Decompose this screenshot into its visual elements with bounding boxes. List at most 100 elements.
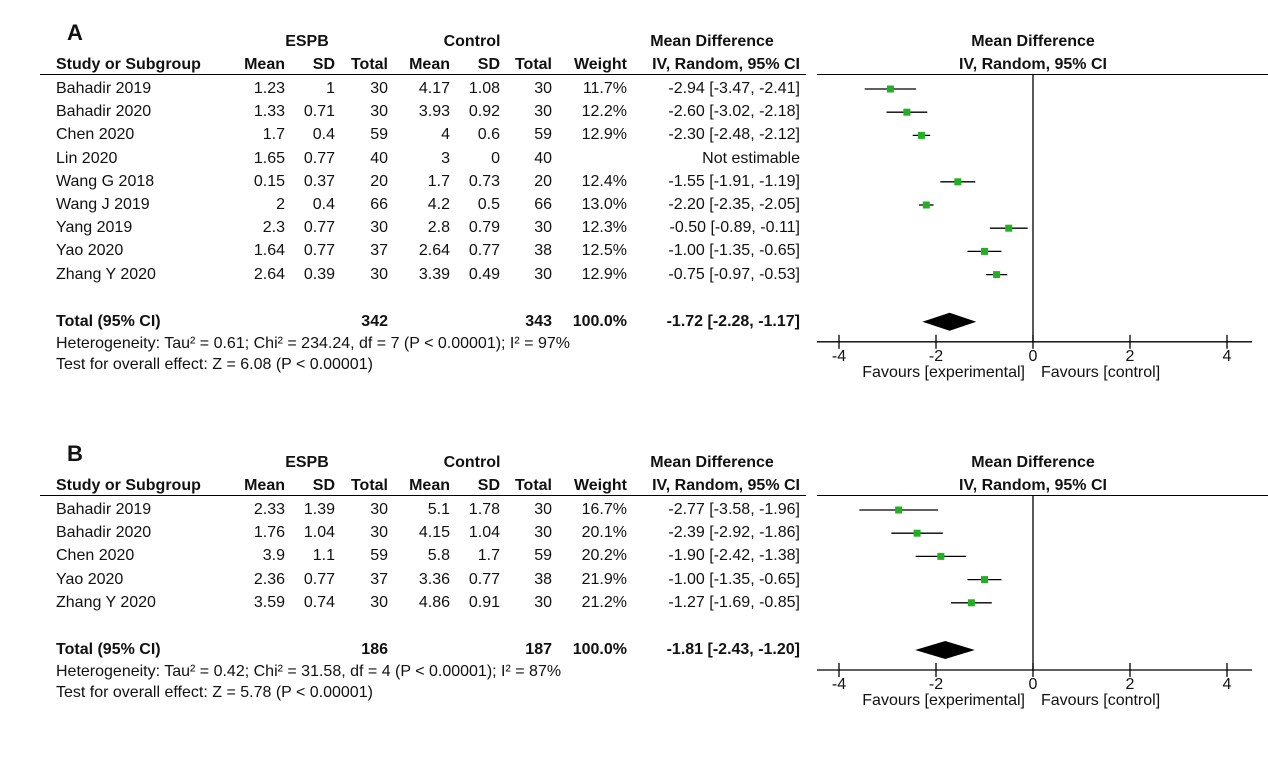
study-name: Zhang Y 2020 [56, 265, 156, 283]
study-c-total: 30 [534, 103, 552, 121]
study-weight: 21.2% [581, 593, 627, 611]
study-e-total: 40 [370, 149, 388, 167]
study-e-total: 30 [370, 501, 388, 518]
study-name: Yao 2020 [56, 570, 124, 588]
study-c-mean: 4 [441, 126, 450, 144]
study-c-sd: 0.77 [468, 242, 500, 260]
study-e-mean: 2.64 [253, 265, 285, 283]
study-c-sd: 0.6 [477, 126, 500, 144]
study-ci-text: -2.94 [-3.47, -2.41] [668, 80, 800, 97]
study-e-mean: 3.9 [262, 547, 285, 565]
total-ci: -1.81 [-2.43, -1.20] [666, 641, 800, 658]
group-header-experimental: ESPB [285, 33, 329, 50]
study-e-sd: 0.37 [303, 172, 335, 190]
x-tick-label: 4 [1223, 676, 1232, 693]
point-estimate-marker [922, 201, 930, 209]
x-tick-label: 2 [1126, 348, 1135, 365]
plot-subheader: IV, Random, 95% CI [959, 477, 1107, 494]
study-c-sd: 1.7 [477, 547, 500, 565]
x-tick-label: -2 [929, 676, 943, 693]
favours-left-label: Favours [experimental] [862, 692, 1025, 709]
study-name: Zhang Y 2020 [56, 593, 156, 611]
study-ci-text: -0.50 [-0.89, -0.11] [669, 219, 800, 237]
study-c-total: 30 [534, 265, 552, 283]
column-header-2: SD [312, 56, 335, 73]
study-e-total: 30 [370, 80, 388, 97]
study-ci-text: -2.60 [-3.02, -2.18] [668, 103, 800, 121]
study-c-total: 40 [534, 149, 552, 167]
pooled-effect-diamond [915, 641, 975, 659]
study-c-mean: 5.8 [427, 547, 450, 565]
study-e-mean: 1.76 [253, 524, 285, 542]
favours-right-label: Favours [control] [1041, 692, 1161, 709]
study-weight: 12.4% [581, 172, 627, 190]
study-c-sd: 0.79 [468, 219, 500, 237]
study-name: Bahadir 2020 [56, 524, 152, 542]
study-e-sd: 0.4 [312, 126, 335, 144]
study-name: Chen 2020 [56, 126, 135, 144]
study-c-mean: 3.36 [418, 570, 450, 588]
point-estimate-marker [954, 178, 962, 186]
study-e-mean: 3.59 [253, 593, 285, 611]
column-header-8: IV, Random, 95% CI [652, 477, 800, 494]
study-e-mean: 1.64 [253, 242, 285, 260]
study-c-mean: 3.39 [418, 265, 450, 283]
point-estimate-marker [937, 552, 945, 560]
total-label: Total (95% CI) [56, 312, 161, 330]
study-e-sd: 1.04 [303, 524, 335, 542]
study-ci-text: -2.20 [-2.35, -2.05] [668, 196, 800, 213]
study-e-mean: 2.3 [262, 219, 285, 237]
point-estimate-marker [895, 506, 903, 514]
header-rule-plot [817, 495, 1268, 496]
study-ci-text: -1.27 [-1.69, -0.85] [668, 593, 800, 611]
forest-plot-svg: -4 -2 0 2 4 [817, 74, 1252, 365]
total-c-total: 343 [525, 312, 552, 330]
study-e-sd: 0.4 [312, 196, 335, 213]
study-e-mean: 1.33 [253, 103, 285, 121]
column-header-1: Mean [244, 477, 285, 494]
panel-label: A [67, 20, 83, 45]
study-c-sd: 0.91 [468, 593, 500, 611]
forest-plot-svg: -4 -2 0 2 4 [817, 495, 1252, 693]
x-tick-label: 4 [1223, 348, 1232, 365]
study-c-sd: 1.08 [468, 80, 500, 97]
x-tick-label: 0 [1029, 348, 1038, 365]
study-c-sd: 0.77 [468, 570, 500, 588]
study-e-total: 30 [370, 524, 388, 542]
total-label: Total (95% CI) [56, 641, 161, 658]
group-header-control: Control [443, 33, 501, 50]
study-e-total: 30 [370, 103, 388, 121]
study-e-sd: 0.71 [303, 103, 335, 121]
total-weight: 100.0% [572, 312, 627, 330]
study-weight: 21.9% [581, 570, 627, 588]
x-tick-label: 2 [1126, 676, 1135, 693]
x-tick-label: -4 [832, 676, 846, 693]
point-estimate-marker [981, 247, 988, 255]
study-e-sd: 0.77 [303, 242, 335, 260]
study-weight: 16.7% [581, 501, 627, 518]
favours-left-label: Favours [experimental] [862, 363, 1025, 381]
study-e-sd: 0.77 [303, 149, 335, 167]
plot-header: Mean Difference [971, 33, 1095, 50]
study-c-total: 38 [534, 242, 552, 260]
study-e-sd: 0.77 [303, 570, 335, 588]
study-c-mean: 1.7 [427, 172, 450, 190]
column-header-study: Study or Subgroup [56, 56, 201, 73]
study-c-sd: 1.04 [468, 524, 500, 542]
study-weight: 11.7% [582, 80, 627, 97]
x-tick-label: 0 [1029, 676, 1038, 693]
point-estimate-marker [967, 599, 975, 607]
study-ci-text: -1.00 [-1.35, -0.65] [668, 242, 800, 260]
study-e-sd: 1 [326, 80, 335, 97]
study-e-mean: 1.7 [262, 126, 285, 144]
point-estimate-marker [917, 131, 925, 139]
study-c-mean: 4.15 [418, 524, 450, 542]
study-name: Wang G 2018 [56, 172, 155, 190]
study-c-total: 20 [534, 172, 552, 190]
study-name: Bahadir 2019 [56, 80, 152, 97]
study-e-mean: 2 [276, 196, 285, 213]
study-e-mean: 1.65 [253, 149, 285, 167]
study-ci-text: -2.77 [-3.58, -1.96] [668, 501, 800, 518]
study-name: Wang J 2019 [56, 196, 150, 213]
study-e-total: 59 [370, 126, 388, 144]
